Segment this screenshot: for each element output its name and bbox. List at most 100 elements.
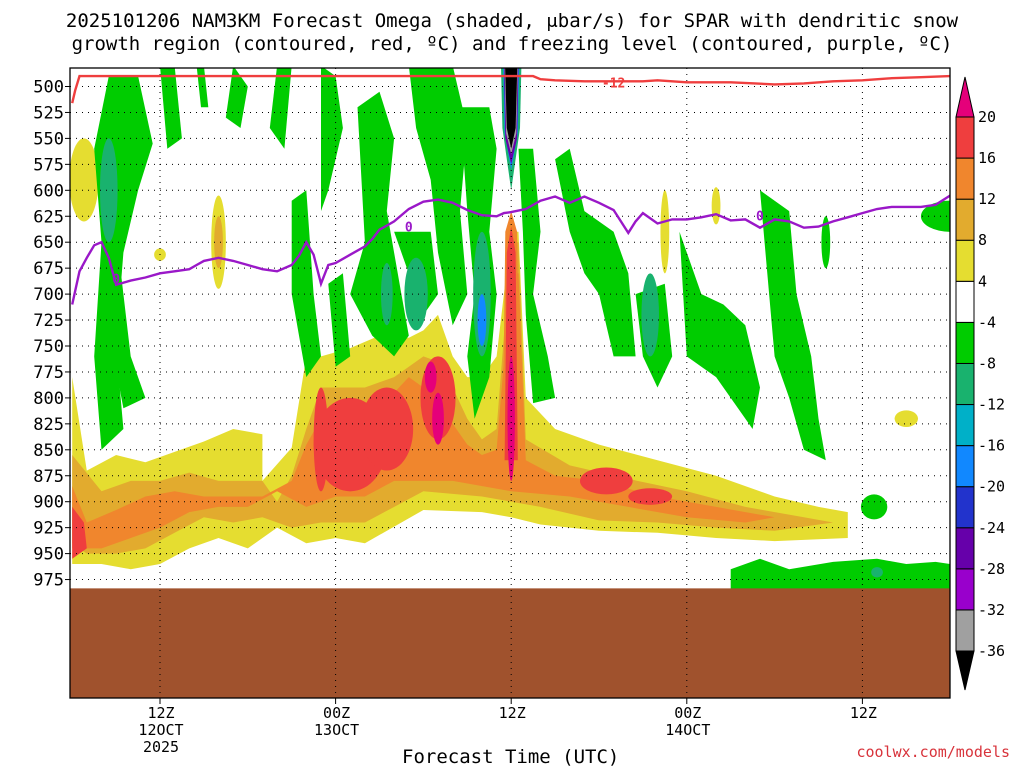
chart-title-line2: growth region (contoured, red, ºC) and f… xyxy=(71,33,953,55)
terrain-surface xyxy=(70,588,950,698)
colorbar-band xyxy=(955,76,975,118)
omega-fill-up-blob-7 xyxy=(894,410,919,427)
y-tick-label: 750 xyxy=(33,337,64,357)
dendritic-growth-line xyxy=(71,74,950,104)
colorbar-band xyxy=(955,239,975,282)
x-axis-label: Forecast Time (UTC) xyxy=(402,746,620,768)
y-tick-label: 550 xyxy=(33,129,64,149)
colorbar-band xyxy=(955,362,975,406)
omega-fill-down-cyan-f xyxy=(871,567,883,578)
colorbar-label: -12 xyxy=(978,396,1005,414)
omega-fill-down-cyan-e xyxy=(380,262,393,326)
colorbar-label: 20 xyxy=(978,108,996,126)
omega-fill-down-q xyxy=(760,190,826,461)
colorbar-label: -4 xyxy=(978,313,996,331)
y-tick-label: 500 xyxy=(33,78,64,98)
omega-fill-down-b xyxy=(160,68,182,149)
omega-fill-down-e xyxy=(269,68,292,149)
y-axis: 500 525 550 575 600 625 650 675 700 725 750 775 800 8… xyxy=(33,78,70,591)
colorbar-band xyxy=(955,116,975,159)
y-tick-label: 725 xyxy=(33,311,64,331)
colorbar-label: -28 xyxy=(978,560,1005,578)
y-tick-label: 825 xyxy=(33,415,64,435)
y-tick-label: 975 xyxy=(33,571,64,591)
colorbar-label: -20 xyxy=(978,478,1005,496)
omega-fill-down-surface xyxy=(730,558,950,590)
x-tick-label: 2025 xyxy=(143,738,179,756)
y-tick-label: 875 xyxy=(33,467,64,487)
y-tick-label: 800 xyxy=(33,389,64,409)
colorbar-band xyxy=(955,404,975,447)
omega-fill-up-20-b xyxy=(424,361,437,393)
omega-fill-up-16-b xyxy=(360,387,414,471)
colorbar-band xyxy=(955,609,975,652)
plot-frame xyxy=(69,67,951,699)
y-tick-label: 525 xyxy=(33,103,64,123)
freezing-level-label-2: 0 xyxy=(405,221,413,236)
omega-fill-up-blob-1 xyxy=(70,138,99,222)
omega-fill-up-16-d xyxy=(313,387,329,492)
colorbar-band xyxy=(955,280,975,323)
y-tick-label: 675 xyxy=(33,259,64,279)
omega-fill-down-h xyxy=(291,190,321,378)
x-tick-label: 14OCT xyxy=(665,721,710,739)
omega-fill-down-cyan-a xyxy=(100,138,118,243)
omega-fill-down-n xyxy=(555,148,636,357)
colorbar-band xyxy=(955,157,975,200)
omega-fill-down-core-36 xyxy=(505,68,518,149)
omega-fill-up-blob-3 xyxy=(214,216,223,269)
omega-fill-down-blue-a xyxy=(477,294,487,346)
omega-fill-up-16-surface xyxy=(72,506,87,559)
chart-title-line1: 2025101206 NAM3KM Forecast Omega (shaded… xyxy=(65,10,959,32)
omega-fill-down-cyan-d xyxy=(641,273,659,357)
omega-fill-down-m xyxy=(518,148,556,404)
freezing-level-label-1: 0 xyxy=(112,273,120,288)
x-tick-label: 12Z xyxy=(499,704,526,722)
x-tick-label: 12OCT xyxy=(138,721,183,739)
y-tick-label: 850 xyxy=(33,441,64,461)
colorbar-label: -36 xyxy=(978,642,1005,660)
y-tick-label: 900 xyxy=(33,493,64,513)
colorbar-label: 12 xyxy=(978,190,996,208)
x-tick-label: 00Z xyxy=(323,704,350,722)
y-tick-label: 775 xyxy=(33,363,64,383)
y-tick-label: 625 xyxy=(33,207,64,227)
colorbar-band xyxy=(955,321,975,364)
colorbar-band xyxy=(955,198,975,241)
omega-fill-down-cyan-b xyxy=(404,257,428,331)
colorbar-band xyxy=(955,527,975,570)
colorbar-label: 16 xyxy=(978,149,996,167)
credit-text: coolwx.com/models xyxy=(856,743,1010,761)
colorbar-band xyxy=(955,486,975,529)
x-tick-label: 00Z xyxy=(674,704,701,722)
omega-fill-up-20-a xyxy=(432,392,444,445)
dendritic-growth-label: -12 xyxy=(602,76,625,91)
x-tick-label: 12Z xyxy=(147,704,174,722)
y-tick-label: 925 xyxy=(33,519,64,539)
y-tick-label: 700 xyxy=(33,285,64,305)
omega-fill-down-d xyxy=(225,68,248,128)
omega-fill-down-f xyxy=(321,68,343,212)
x-tick-label: 12Z xyxy=(850,704,877,722)
colorbar-label: -24 xyxy=(978,519,1005,537)
y-tick-label: 575 xyxy=(33,155,64,175)
colorbar-label: -32 xyxy=(978,601,1005,619)
contour-lines: 0 0 0 -12 xyxy=(71,74,950,305)
omega-fill-column-20 xyxy=(507,356,515,481)
x-tick-label: 13OCT xyxy=(314,721,359,739)
colorbar-label: -8 xyxy=(978,354,996,372)
colorbar-band xyxy=(955,568,975,611)
omega-fill-down-g xyxy=(350,91,409,357)
omega-fill-down-k xyxy=(409,68,468,326)
omega-shading xyxy=(70,68,950,698)
colorbar: 20 16 12 8 4 -4 -8 -12 -16 -20 -24 -28 -32 -36 xyxy=(955,76,1005,691)
omega-fill-down-r xyxy=(821,216,831,269)
y-tick-label: 600 xyxy=(33,181,64,201)
colorbar-band xyxy=(955,445,975,488)
y-tick-label: 950 xyxy=(33,545,64,565)
omega-fill-down-p xyxy=(679,231,760,429)
omega-fill-up-16-f xyxy=(628,488,673,505)
colorbar-label: 8 xyxy=(978,231,987,249)
